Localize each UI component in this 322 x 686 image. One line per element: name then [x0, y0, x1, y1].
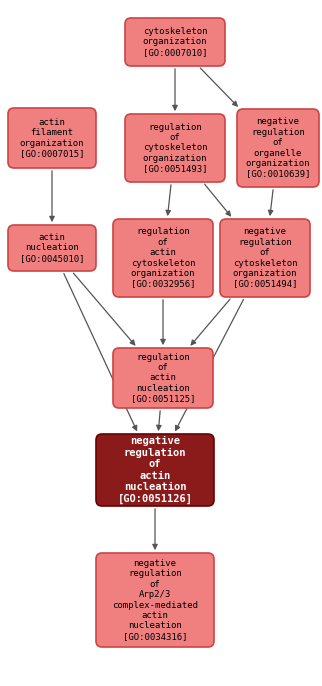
FancyBboxPatch shape: [96, 553, 214, 647]
FancyBboxPatch shape: [125, 18, 225, 66]
Text: actin
filament
organization
[GO:0007015]: actin filament organization [GO:0007015]: [20, 118, 84, 158]
FancyBboxPatch shape: [220, 219, 310, 297]
FancyBboxPatch shape: [113, 219, 213, 297]
Text: negative
regulation
of
cytoskeleton
organization
[GO:0051494]: negative regulation of cytoskeleton orga…: [233, 228, 297, 289]
Text: regulation
of
actin
nucleation
[GO:0051125]: regulation of actin nucleation [GO:00511…: [131, 353, 195, 403]
FancyBboxPatch shape: [237, 109, 319, 187]
Text: negative
regulation
of
actin
nucleation
[GO:0051126]: negative regulation of actin nucleation …: [118, 436, 193, 504]
FancyBboxPatch shape: [113, 348, 213, 408]
Text: regulation
of
cytoskeleton
organization
[GO:0051493]: regulation of cytoskeleton organization …: [143, 123, 207, 174]
Text: negative
regulation
of
organelle
organization
[GO:0010639]: negative regulation of organelle organiz…: [246, 117, 310, 178]
Text: negative
regulation
of
Arp2/3
complex-mediated
actin
nucleation
[GO:0034316]: negative regulation of Arp2/3 complex-me…: [112, 559, 198, 641]
Text: regulation
of
actin
cytoskeleton
organization
[GO:0032956]: regulation of actin cytoskeleton organiz…: [131, 228, 195, 289]
FancyBboxPatch shape: [8, 225, 96, 271]
FancyBboxPatch shape: [96, 434, 214, 506]
FancyBboxPatch shape: [8, 108, 96, 168]
FancyBboxPatch shape: [125, 114, 225, 182]
Text: cytoskeleton
organization
[GO:0007010]: cytoskeleton organization [GO:0007010]: [143, 27, 207, 57]
Text: actin
nucleation
[GO:0045010]: actin nucleation [GO:0045010]: [20, 233, 84, 263]
